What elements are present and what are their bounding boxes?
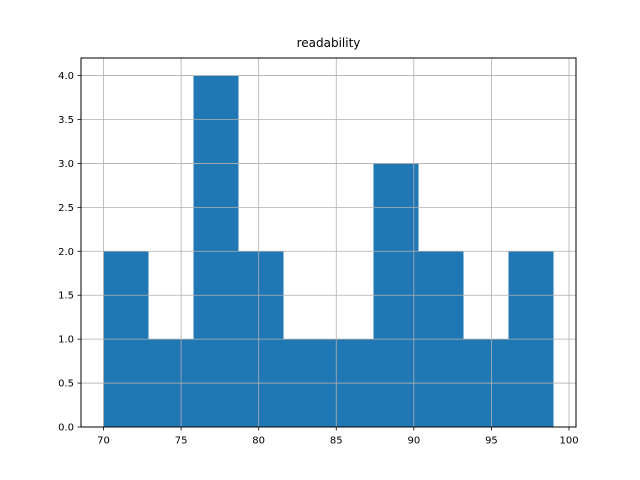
axes-frame <box>80 57 577 428</box>
x-tick-label: 70 <box>97 436 110 447</box>
y-tick-label: 0.0 <box>58 423 74 434</box>
x-tick-label: 100 <box>559 436 578 447</box>
x-tick-label: 85 <box>330 436 343 447</box>
y-tick-label: 1.0 <box>58 335 74 346</box>
x-tick-label: 90 <box>407 436 420 447</box>
y-tick-label: 4.0 <box>58 71 74 82</box>
tick-layer <box>77 75 570 431</box>
y-tick-label: 2.5 <box>58 203 74 214</box>
x-tick-label: 80 <box>252 436 265 447</box>
x-tick-label: 95 <box>485 436 498 447</box>
tick-labels-layer: 70 75 80 85 90 95 100 0.0 0.5 1.0 1.5 2.0 2.5 3.0 3.5 4… <box>58 71 578 446</box>
x-tick-label: 75 <box>175 436 188 447</box>
chart-title: readability <box>297 36 361 50</box>
axes-frame-rect <box>80 57 577 428</box>
y-tick-label: 3.5 <box>58 115 74 126</box>
y-tick-label: 3.0 <box>58 159 74 170</box>
y-tick-label: 0.5 <box>58 379 74 390</box>
y-tick-label: 2.0 <box>58 247 74 258</box>
y-tick-label: 1.5 <box>58 291 74 302</box>
